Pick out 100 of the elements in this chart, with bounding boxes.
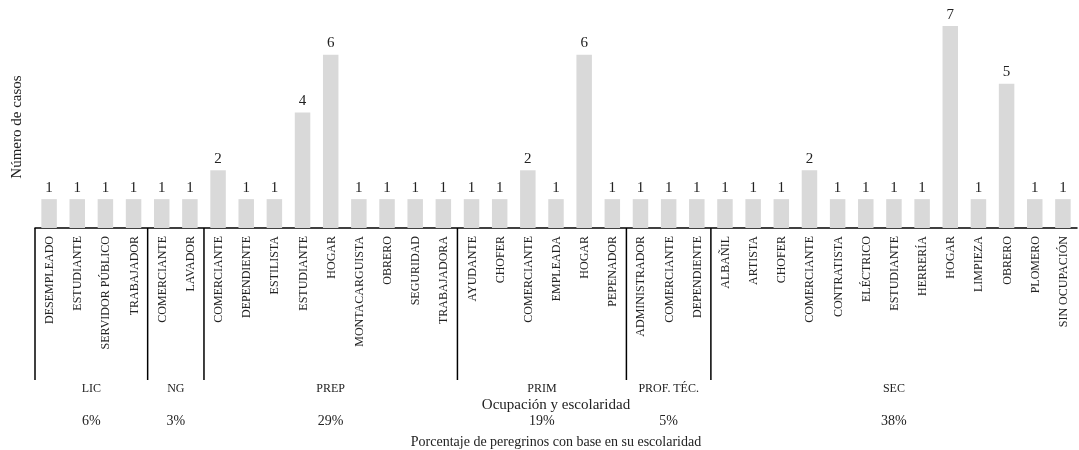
bar [886, 199, 902, 228]
bar [182, 199, 198, 228]
x-tick-label: ARTISTA [746, 235, 761, 285]
data-label: 1 [664, 178, 673, 195]
data-label: 2 [524, 149, 532, 166]
bar [322, 54, 339, 228]
x-tick-label: ADMINISTRADOR [633, 236, 648, 337]
data-label: 5 [1002, 63, 1011, 80]
x-tick-label: ESTUDIANTE [70, 236, 85, 311]
bar [379, 199, 395, 228]
bar [238, 199, 254, 228]
data-label: 1 [777, 178, 786, 195]
text: PRIM [527, 381, 557, 395]
x-tick-label: OBRERO [380, 235, 395, 285]
bar [463, 199, 480, 228]
data-label: 1 [383, 178, 391, 195]
bar [435, 199, 452, 228]
bar [858, 199, 874, 228]
bar [717, 199, 733, 228]
text: LIC [81, 381, 101, 395]
data-label: 1 [411, 178, 419, 195]
data-label: 1 [552, 178, 560, 195]
data-label: 1 [608, 178, 617, 195]
bar [1027, 199, 1043, 228]
x-tick-label: EMPLEADA [549, 235, 563, 302]
bar [745, 199, 761, 228]
data-label: 1 [355, 178, 363, 195]
x-tick-label: DEPENDIENTE [689, 236, 704, 318]
x-tick-label: PLOMERO [1027, 235, 1042, 294]
data-label: 1 [157, 178, 166, 195]
bar [801, 170, 818, 228]
bar [407, 199, 423, 228]
x-tick-label: CHOFER [774, 236, 789, 284]
bar [773, 199, 790, 228]
bar [491, 199, 508, 228]
x-tick-label: OBRERO [999, 235, 1014, 285]
y-axis-title: Número de casos [7, 75, 24, 179]
bar [294, 112, 311, 228]
data-label: 1 [974, 178, 983, 195]
x-tick-label: TRABAJADOR [126, 236, 141, 316]
x-tick-label: TRABAJADORA [436, 235, 451, 325]
x-tick-label: LAVADOR [182, 236, 197, 292]
data-label: 6 [580, 34, 589, 51]
bar [689, 199, 705, 228]
bar [351, 199, 367, 228]
data-label: 1 [693, 178, 701, 195]
x-tick-label: LIMPIEZA [971, 235, 986, 292]
bar [829, 199, 846, 228]
bar [576, 54, 592, 228]
text: 5% [659, 412, 679, 428]
data-label: 2 [214, 149, 222, 166]
data-label: 1 [73, 178, 81, 195]
x-tick-label: ELÉCTRICO [858, 235, 873, 302]
data-label: 1 [495, 178, 504, 195]
text: 19% [529, 412, 556, 428]
x-tick-label: PEPENADOR [605, 236, 620, 307]
text: NG [167, 381, 185, 395]
bar [970, 199, 987, 228]
bar [97, 199, 114, 228]
data-label: 1 [918, 178, 926, 195]
bar [210, 170, 226, 228]
data-label: 1 [833, 178, 842, 195]
data-label: 6 [326, 34, 335, 51]
x-tick-label: ALBAÑIL [717, 236, 732, 289]
text: 3% [166, 412, 186, 428]
bar [998, 83, 1015, 228]
bar [632, 199, 649, 228]
x-tick-label: HOGAR [323, 236, 338, 279]
x-tick-label: COMERCIANTE [211, 236, 226, 323]
bar [914, 199, 930, 228]
x-tick-label: HERRERÍA [915, 235, 930, 296]
data-label: 1 [467, 178, 476, 195]
x-tick-label: DESEMPLEADO [42, 235, 57, 325]
x-tick-label: DEPENDIENTE [239, 236, 254, 318]
data-label: 1 [636, 178, 645, 195]
x-tick-label: AYUDANTE [464, 236, 479, 302]
bar [41, 199, 57, 228]
bar [660, 199, 677, 228]
x-tick-label: COMERCIANTE [802, 236, 817, 323]
data-label: 1 [1031, 178, 1039, 195]
x-tick-label: MONTACARGUISTA [351, 235, 366, 347]
text: 38% [881, 412, 908, 428]
data-label: 1 [439, 178, 448, 195]
x-tick-label: COMERCIANTE [154, 236, 169, 323]
x-tick-label: ESTUDIANTE [886, 236, 901, 311]
bar [266, 199, 283, 228]
data-label: 1 [270, 178, 279, 195]
bar [942, 26, 959, 228]
text: SEC [882, 381, 905, 395]
data-label: 4 [298, 92, 307, 109]
x-tick-label: CHOFER [492, 236, 507, 284]
x-tick-label: SERVIDOR PÚBLICO [98, 235, 113, 350]
data-label: 1 [862, 178, 870, 195]
bar [548, 199, 564, 228]
x-tick-label: SIN OCUPACIÓN [1055, 235, 1070, 328]
data-label: 1 [242, 178, 250, 195]
x-tick-label: HOGAR [577, 236, 592, 279]
text: PREP [316, 381, 346, 395]
bar [604, 199, 621, 228]
bar [520, 170, 536, 228]
